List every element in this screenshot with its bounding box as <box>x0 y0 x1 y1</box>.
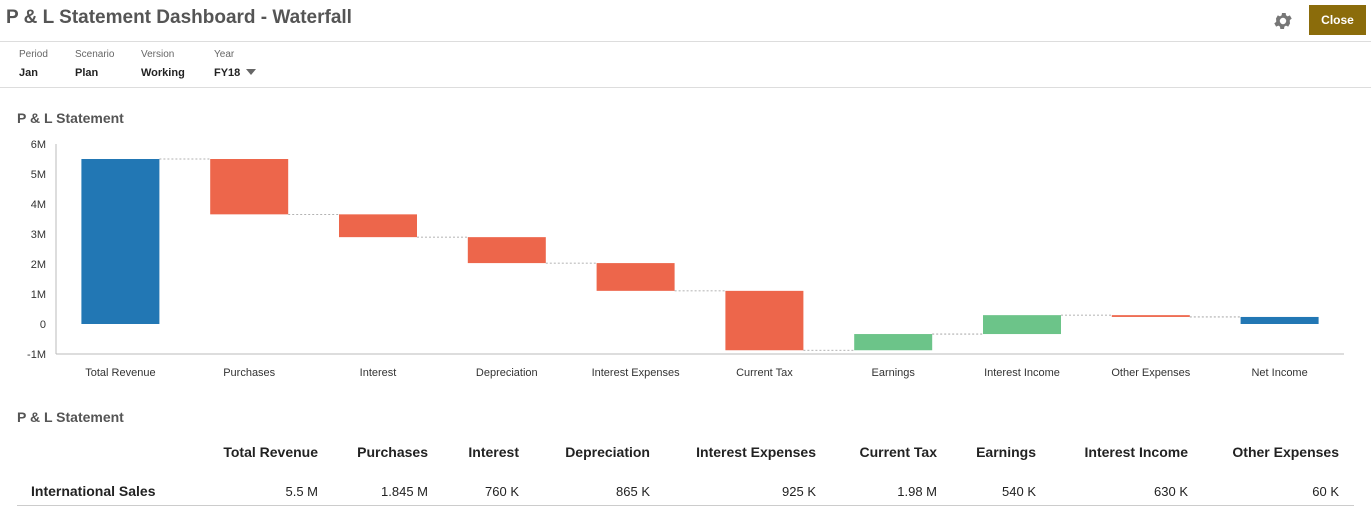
x-tick-label: Interest Income <box>984 367 1060 379</box>
waterfall-bar <box>854 334 933 351</box>
x-tick-label: Purchases <box>223 367 275 379</box>
column-header: Interest <box>468 444 519 460</box>
x-tick-label: Interest Expenses <box>592 367 681 379</box>
y-tick-label: 6M <box>31 139 46 151</box>
waterfall-bar <box>467 237 546 264</box>
x-tick-label: Interest <box>360 367 397 379</box>
pov-version-value: Working <box>141 67 185 79</box>
pov-version[interactable]: Version Working <box>141 49 185 81</box>
pov-year-value: FY18 <box>214 67 241 79</box>
chart-section-title: P & L Statement <box>17 110 124 126</box>
waterfall-chart: 6M 5M 4M 3M 2M 1M 0 -1M Total Revenue Purchases In… <box>27 139 1344 379</box>
x-tick-label: Earnings <box>871 367 915 379</box>
column-header: Earnings <box>976 444 1036 460</box>
y-tick-label: 2M <box>31 259 46 271</box>
waterfall-bar <box>339 214 417 238</box>
close-button[interactable]: Close <box>1309 5 1366 35</box>
table-row-label: International Sales <box>31 483 156 499</box>
pov-period-value: Jan <box>19 67 38 79</box>
pov-scenario-label: Scenario <box>75 49 115 60</box>
table-cell: 1.845 M <box>381 484 428 499</box>
waterfall-bar <box>1111 315 1190 317</box>
x-tick-label: Other Expenses <box>1111 367 1190 379</box>
pov-scenario-value: Plan <box>75 67 99 79</box>
pov-year-label: Year <box>214 49 235 60</box>
x-tick-label: Total Revenue <box>85 367 155 379</box>
column-header: Depreciation <box>565 444 650 460</box>
waterfall-bar <box>210 159 289 215</box>
pov-period-label: Period <box>19 49 48 60</box>
table-cell: 540 K <box>1002 484 1036 499</box>
table-cell: 760 K <box>485 484 519 499</box>
column-header: Current Tax <box>859 444 937 460</box>
column-header: Purchases <box>357 444 428 460</box>
pov-version-label: Version <box>141 49 175 60</box>
table-cell: 1.98 M <box>897 484 937 499</box>
table-cell: 630 K <box>1154 484 1188 499</box>
page-title: P & L Statement Dashboard - Waterfall <box>6 7 352 28</box>
table-cell: 60 K <box>1312 484 1339 499</box>
column-header: Other Expenses <box>1232 444 1339 460</box>
x-tick-label: Depreciation <box>476 367 538 379</box>
table-cell: 865 K <box>616 484 650 499</box>
pov-period[interactable]: Period Jan <box>19 49 48 81</box>
y-tick-label: 3M <box>31 229 46 241</box>
chevron-down-icon[interactable] <box>246 68 257 75</box>
table-cell: 5.5 M <box>285 484 318 499</box>
table-section-title: P & L Statement <box>17 409 124 425</box>
waterfall-bar <box>725 290 804 351</box>
y-tick-label: 5M <box>31 169 46 181</box>
column-header: Interest Expenses <box>696 444 816 460</box>
pov-bar: Period Jan Scenario Plan Version Working… <box>0 43 1371 88</box>
x-tick-label: Current Tax <box>736 367 793 379</box>
pov-year[interactable]: Year FY18 <box>214 49 257 81</box>
waterfall-bar <box>983 315 1061 335</box>
row-divider <box>17 505 1354 506</box>
table-cell: 925 K <box>782 484 816 499</box>
pov-scenario[interactable]: Scenario Plan <box>75 49 114 81</box>
app-header: P & L Statement Dashboard - Waterfall Cl… <box>0 0 1371 42</box>
waterfall-bar <box>81 159 160 324</box>
waterfall-bar <box>1240 316 1319 324</box>
column-header: Interest Income <box>1084 444 1188 460</box>
y-tick-label: -1M <box>27 349 46 361</box>
column-header: Total Revenue <box>223 444 318 460</box>
y-tick-label: 4M <box>31 199 46 211</box>
gear-icon[interactable] <box>1272 10 1294 32</box>
y-tick-label: 1M <box>31 289 46 301</box>
waterfall-bar <box>596 263 675 291</box>
x-tick-label: Net Income <box>1251 367 1307 379</box>
y-tick-label: 0 <box>40 319 46 331</box>
